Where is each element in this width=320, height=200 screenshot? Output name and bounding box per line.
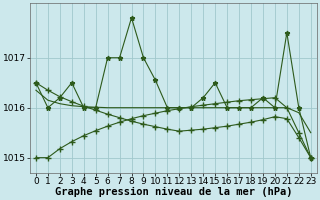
X-axis label: Graphe pression niveau de la mer (hPa): Graphe pression niveau de la mer (hPa) bbox=[55, 187, 292, 197]
